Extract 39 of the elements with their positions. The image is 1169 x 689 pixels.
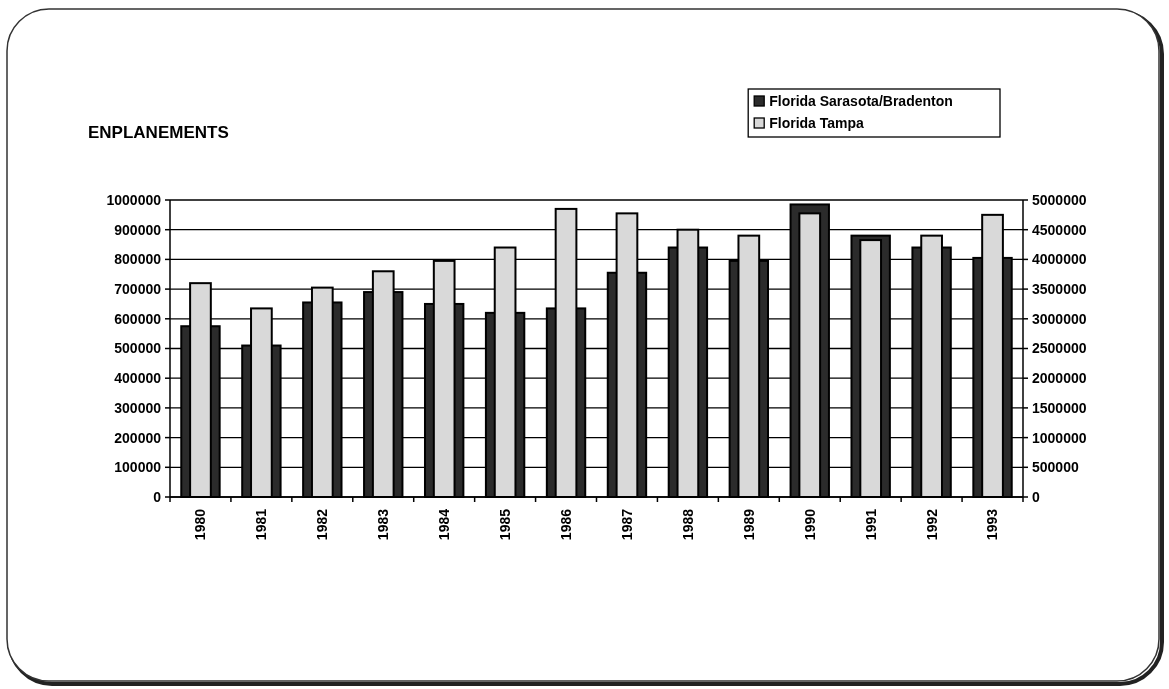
- x-tick-label: 1991: [862, 508, 879, 541]
- y2-tick-label: 5000000: [1032, 191, 1087, 208]
- x-tick-label: 1985: [497, 508, 514, 541]
- y-tick-label: 300000: [114, 399, 162, 416]
- y2-tick-label: 3000000: [1032, 310, 1087, 327]
- x-tick-label: 1989: [740, 508, 757, 541]
- y-tick-label: 700000: [114, 281, 162, 297]
- y-tick-label: 200000: [114, 429, 162, 446]
- y-tick-label: 800000: [114, 251, 162, 268]
- x-tick-label: 1986: [557, 508, 574, 541]
- legend-label: Florida Tampa: [769, 114, 865, 131]
- y-tick-label: 100000: [114, 459, 162, 476]
- x-tick-label: 1988: [679, 508, 696, 541]
- x-tick-label: 1983: [375, 508, 392, 541]
- y2-tick-label: 1500000: [1032, 399, 1087, 416]
- x-tick-label: 1982: [314, 508, 331, 541]
- y-tick-label: 500000: [114, 340, 162, 357]
- y-tick-label: 0: [153, 488, 162, 505]
- y-tick-label: 900000: [114, 221, 162, 238]
- x-tick-label: 1993: [984, 508, 1001, 541]
- y-tick-label: 600000: [114, 310, 162, 327]
- x-tick-label: 1987: [618, 508, 635, 541]
- x-tick-label: 1992: [923, 508, 940, 541]
- y-tick-label: 400000: [114, 370, 162, 387]
- y2-tick-label: 4500000: [1032, 221, 1087, 238]
- x-tick-label: 1981: [253, 508, 270, 541]
- y2-tick-label: 3500000: [1032, 281, 1087, 297]
- y2-tick-label: 0: [1032, 488, 1040, 505]
- x-tick-label: 1984: [436, 508, 453, 541]
- y2-tick-label: 2500000: [1032, 340, 1087, 357]
- y2-tick-label: 4000000: [1032, 251, 1087, 268]
- x-tick-label: 1990: [801, 508, 818, 541]
- y-tick-label: 1000000: [106, 191, 162, 208]
- legend-label: Florida Sarasota/Bradenton: [769, 92, 953, 109]
- y2-tick-label: 500000: [1032, 459, 1079, 476]
- y2-tick-label: 1000000: [1032, 429, 1087, 446]
- x-tick-label: 1980: [192, 508, 209, 541]
- y2-tick-label: 2000000: [1032, 370, 1087, 387]
- chart-title: ENPLANEMENTS: [88, 123, 229, 142]
